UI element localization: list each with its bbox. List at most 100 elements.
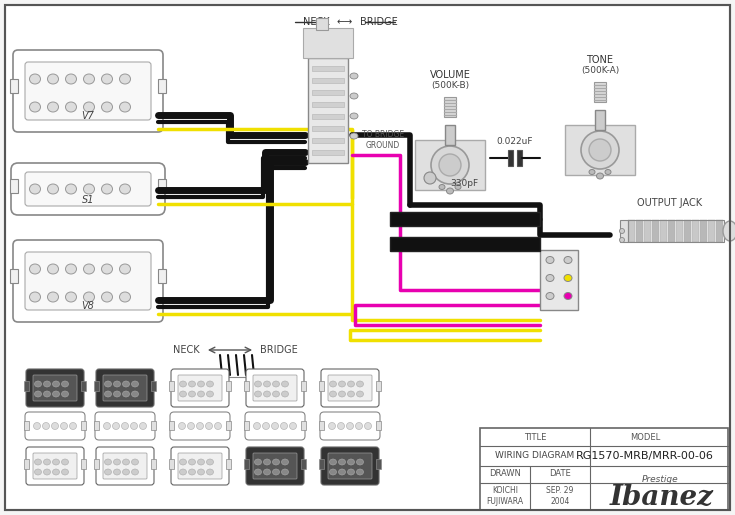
Ellipse shape (52, 381, 60, 387)
FancyBboxPatch shape (103, 375, 147, 401)
Bar (708, 220, 715, 242)
Ellipse shape (52, 469, 60, 475)
Ellipse shape (350, 133, 358, 139)
Ellipse shape (207, 459, 213, 465)
Bar (628, 220, 635, 242)
FancyBboxPatch shape (33, 453, 77, 479)
Text: (500K-B): (500K-B) (431, 81, 469, 90)
Ellipse shape (723, 221, 735, 241)
Text: KOICHI
FUJIWARA: KOICHI FUJIWARA (487, 486, 523, 506)
Ellipse shape (581, 131, 619, 169)
Ellipse shape (188, 391, 196, 397)
FancyBboxPatch shape (328, 453, 372, 479)
Ellipse shape (187, 422, 195, 430)
Ellipse shape (120, 292, 131, 302)
Text: RG1570-MRB/MRR-00-06: RG1570-MRB/MRR-00-06 (576, 451, 714, 461)
Bar (94, 459, 99, 469)
Ellipse shape (254, 422, 260, 430)
Ellipse shape (123, 381, 129, 387)
Ellipse shape (52, 459, 60, 465)
Bar (376, 381, 381, 391)
Ellipse shape (131, 422, 137, 430)
Bar (158, 179, 166, 193)
Ellipse shape (43, 422, 49, 430)
Text: 330pF: 330pF (450, 179, 478, 187)
Ellipse shape (104, 469, 112, 475)
Bar (169, 421, 174, 430)
Ellipse shape (273, 469, 279, 475)
Bar (652, 220, 659, 242)
Ellipse shape (446, 188, 453, 194)
Ellipse shape (132, 381, 138, 387)
Ellipse shape (132, 391, 138, 397)
Bar (151, 459, 156, 469)
Bar (244, 381, 249, 391)
FancyBboxPatch shape (96, 369, 154, 407)
Ellipse shape (329, 391, 337, 397)
Text: DRAWN: DRAWN (489, 470, 521, 478)
Ellipse shape (271, 422, 279, 430)
Ellipse shape (264, 391, 270, 397)
Bar (319, 459, 324, 469)
Bar (158, 79, 166, 93)
Ellipse shape (179, 391, 187, 397)
Ellipse shape (282, 459, 289, 465)
FancyBboxPatch shape (245, 412, 305, 440)
FancyBboxPatch shape (178, 375, 222, 401)
Text: TITLE: TITLE (524, 433, 546, 441)
Ellipse shape (104, 381, 112, 387)
Ellipse shape (356, 469, 364, 475)
Bar (308, 58, 348, 163)
Text: TO BRIDGE
GROUND: TO BRIDGE GROUND (362, 130, 404, 150)
Ellipse shape (350, 73, 358, 79)
Ellipse shape (65, 102, 76, 112)
Bar (244, 459, 249, 469)
Ellipse shape (348, 391, 354, 397)
Ellipse shape (65, 292, 76, 302)
Ellipse shape (70, 422, 76, 430)
Ellipse shape (84, 184, 95, 194)
Text: BRIDGE: BRIDGE (260, 345, 298, 355)
Ellipse shape (113, 381, 121, 387)
Ellipse shape (123, 459, 129, 465)
Bar (151, 381, 156, 391)
Ellipse shape (273, 381, 279, 387)
Ellipse shape (455, 184, 461, 190)
Ellipse shape (84, 292, 95, 302)
FancyBboxPatch shape (320, 412, 380, 440)
Bar (303, 28, 353, 58)
Ellipse shape (350, 93, 358, 99)
Bar (480, 428, 728, 510)
Ellipse shape (273, 459, 279, 465)
FancyBboxPatch shape (170, 412, 230, 440)
Bar (94, 381, 99, 391)
Ellipse shape (196, 422, 204, 430)
FancyBboxPatch shape (11, 163, 165, 215)
Ellipse shape (365, 422, 371, 430)
Bar (81, 459, 86, 469)
Bar (10, 269, 18, 283)
Bar (24, 459, 29, 469)
Bar (226, 459, 231, 469)
Bar (10, 179, 18, 193)
Bar (312, 78, 344, 83)
Text: Ibanez: Ibanez (610, 485, 714, 511)
Ellipse shape (51, 422, 59, 430)
Bar (565, 125, 635, 175)
FancyBboxPatch shape (171, 369, 229, 407)
Ellipse shape (62, 459, 68, 465)
Ellipse shape (60, 422, 68, 430)
Ellipse shape (179, 469, 187, 475)
FancyBboxPatch shape (25, 412, 85, 440)
Ellipse shape (564, 256, 572, 264)
Ellipse shape (121, 422, 129, 430)
Text: MODEL: MODEL (630, 433, 660, 441)
Ellipse shape (101, 264, 112, 274)
Ellipse shape (123, 469, 129, 475)
Bar (660, 220, 667, 242)
Ellipse shape (254, 469, 262, 475)
Ellipse shape (179, 381, 187, 387)
Bar (594, 82, 606, 102)
Bar (81, 421, 86, 430)
Ellipse shape (113, 469, 121, 475)
